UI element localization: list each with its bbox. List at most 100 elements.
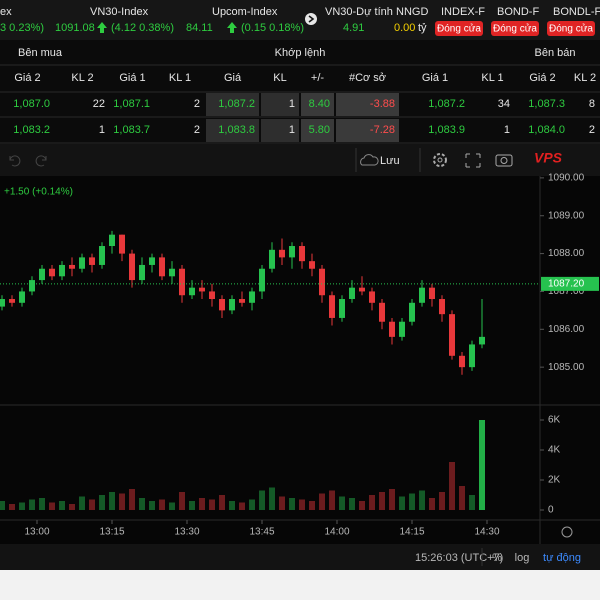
candle-body — [419, 287, 425, 303]
time-tick-label: 13:15 — [99, 527, 124, 538]
ticker-price: 4.91 — [343, 22, 364, 34]
volume-bar — [39, 498, 45, 510]
column-header: KL — [273, 72, 286, 84]
volume-bar — [279, 496, 285, 510]
candle-body — [299, 246, 305, 262]
redo-icon[interactable] — [35, 155, 47, 167]
status-label: Đóng cửa — [437, 23, 481, 35]
volume-bar — [469, 495, 475, 510]
time-tick-label: 14:30 — [474, 527, 499, 538]
ticker-price: 0.00 — [394, 22, 415, 34]
candle-body — [199, 287, 205, 292]
camera-icon[interactable] — [495, 154, 513, 167]
volume-bar — [479, 420, 485, 510]
ticker-change: 3 0.23%) — [0, 22, 44, 34]
chart-area — [0, 176, 600, 544]
candle-body — [319, 268, 325, 296]
volume-bar — [429, 498, 435, 510]
candle-body — [449, 314, 455, 356]
status-button[interactable] — [547, 21, 595, 36]
status-button[interactable] — [491, 21, 539, 36]
undo-icon[interactable] — [9, 155, 21, 167]
volume-bar — [329, 490, 335, 510]
price-tick-label: 1089.00 — [548, 210, 585, 221]
toolbar: Lưu VPS — [9, 148, 563, 172]
candle-body — [89, 257, 95, 265]
volume-bar — [299, 499, 305, 510]
column-header: +/- — [311, 72, 324, 84]
group-header: Khớp lệnh — [275, 47, 326, 59]
fullscreen-icon[interactable] — [465, 153, 481, 168]
candle-body — [129, 253, 135, 281]
candle-body — [289, 246, 295, 258]
ticker-price: 84.11 — [186, 22, 213, 34]
volume-bar — [129, 489, 135, 510]
time-tick-label: 13:30 — [174, 527, 199, 538]
volume-bar — [89, 499, 95, 510]
time-tick-label: 14:00 — [324, 527, 349, 538]
column-header: KL 2 — [574, 72, 596, 84]
candle-body — [379, 302, 385, 322]
volume-bar — [169, 502, 175, 510]
group-header: Bên bán — [535, 47, 576, 59]
volume-tick-label: 4K — [548, 445, 561, 456]
volume-bar — [369, 495, 375, 510]
volume-bar — [9, 504, 15, 510]
volume-bar — [439, 492, 445, 510]
candle-body — [479, 336, 485, 345]
volume-tick-label: 6K — [548, 415, 561, 426]
candle-body — [179, 268, 185, 296]
cell: 34 — [498, 98, 510, 110]
cell: 2 — [194, 98, 200, 110]
cell: 8 — [589, 98, 595, 110]
volume-bar — [189, 501, 195, 510]
volume-bar — [219, 495, 225, 510]
cell: 1,087.2 — [218, 98, 255, 110]
volume-bar — [239, 502, 245, 510]
volume-bar — [179, 492, 185, 510]
candle-body — [19, 291, 25, 303]
ticker-name: VN30-Index — [90, 6, 149, 18]
time-tick-label: 13:45 — [249, 527, 274, 538]
volume-bar — [449, 462, 455, 510]
candle-body — [269, 249, 275, 269]
candle-body — [39, 268, 45, 281]
volume-bar — [359, 501, 365, 510]
cell: 1,087.0 — [13, 98, 50, 110]
volume-bar — [19, 502, 25, 510]
candle-body — [239, 299, 245, 303]
candle-body — [279, 249, 285, 258]
volume-bar — [109, 492, 115, 510]
volume-bar — [139, 498, 145, 510]
cell: 1,087.1 — [113, 98, 150, 110]
next-button[interactable] — [305, 13, 317, 25]
match-cell — [301, 93, 334, 116]
candle-body — [79, 257, 85, 269]
match-cell — [206, 119, 259, 142]
ticker: ex 3 0.23%) VN30-Index 1091.08 (4.12 0.3… — [0, 6, 428, 34]
up-arrow — [97, 22, 107, 33]
auto-toggle[interactable]: tự động — [543, 552, 581, 564]
ticker-name: VN30-Dự tính — [325, 6, 393, 18]
status-button[interactable] — [435, 21, 483, 36]
future-name: BOND-F — [497, 6, 539, 18]
time-tick-label: 13:00 — [24, 527, 49, 538]
axis-settings[interactable] — [561, 526, 573, 538]
save-button[interactable]: Lưu — [380, 155, 400, 167]
clock: 15:26:03 (UTC+7) — [415, 552, 503, 564]
volume-bar — [389, 489, 395, 510]
cell: 22 — [93, 98, 105, 110]
match-cell — [336, 119, 399, 142]
percent-toggle[interactable]: % — [492, 552, 502, 564]
price-tick-label: 1085.00 — [548, 362, 585, 373]
candle-body — [99, 246, 105, 265]
settings-icon[interactable] — [433, 153, 447, 167]
match-cell — [301, 119, 334, 142]
chart-toolbar — [0, 144, 600, 176]
last-price-label: 1087.20 — [548, 279, 585, 290]
log-toggle[interactable]: log — [515, 552, 530, 564]
cell: 1,087.2 — [428, 98, 465, 110]
logo: VPS — [534, 150, 563, 166]
cell: 1,083.2 — [13, 124, 50, 136]
